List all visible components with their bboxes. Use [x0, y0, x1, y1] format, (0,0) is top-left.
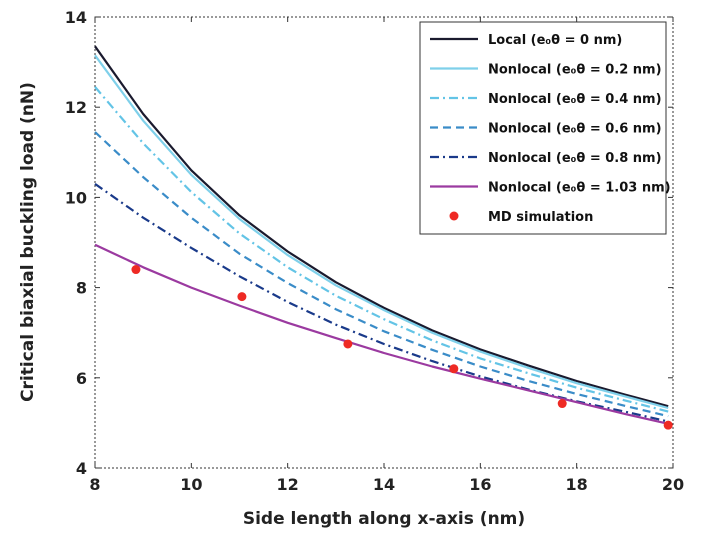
md-point	[237, 292, 247, 302]
legend-label: Nonlocal (e₀θ = 0.4 nm)	[488, 92, 662, 107]
y-tick-label: 14	[65, 8, 87, 27]
md-point	[449, 364, 459, 374]
x-tick-label: 10	[180, 475, 202, 494]
series-line-0	[94, 45, 669, 408]
legend-label: MD simulation	[488, 210, 593, 225]
y-tick-label: 4	[76, 459, 87, 478]
x-tick-label: 18	[566, 475, 588, 494]
x-axis-title: Side length along x-axis (nm)	[243, 509, 525, 529]
x-tick-label: 20	[662, 475, 684, 494]
legend-label: Nonlocal (e₀θ = 0.8 nm)	[488, 151, 662, 166]
md-point	[557, 399, 567, 409]
legend-swatch	[449, 211, 459, 221]
legend-label: Nonlocal (e₀θ = 1.03 nm)	[488, 181, 671, 196]
y-tick-label: 12	[65, 98, 87, 117]
series-line-1	[94, 54, 669, 410]
md-simulation-points	[131, 265, 673, 430]
y-tick-label: 6	[76, 369, 87, 388]
x-tick-label: 8	[89, 475, 100, 494]
y-tick-label: 10	[65, 188, 87, 207]
y-axis-ticks: 4 6 8 10 12 14	[65, 8, 673, 478]
md-point	[663, 420, 673, 430]
series-lines	[94, 45, 669, 425]
legend-label: Nonlocal (e₀θ = 0.2 nm)	[488, 63, 662, 78]
md-point	[343, 339, 353, 349]
x-tick-label: 16	[469, 475, 491, 494]
legend-label: Nonlocal (e₀θ = 0.6 nm)	[488, 122, 662, 137]
series-line-5	[94, 243, 669, 425]
x-axis-ticks: 8 10 12 14 16 18 20	[89, 17, 684, 494]
md-point	[131, 265, 141, 275]
legend-label: Local (e₀θ = 0 nm)	[488, 33, 622, 48]
series-line-3	[94, 131, 669, 418]
y-tick-label: 8	[76, 279, 87, 298]
x-tick-label: 12	[277, 475, 299, 494]
legend: Local (e₀θ = 0 nm) Nonlocal (e₀θ = 0.2 nm…	[419, 21, 671, 235]
y-axis-title: Critical biaxial buckling load (nN)	[18, 82, 38, 402]
series-line-2	[94, 86, 669, 413]
x-tick-label: 14	[373, 475, 395, 494]
